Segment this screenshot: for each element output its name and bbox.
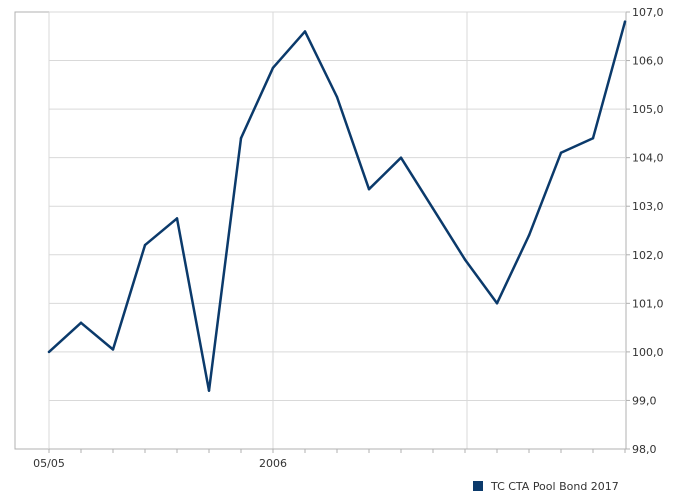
data-point: [559, 151, 563, 155]
data-point: [207, 389, 211, 392]
plot-frame: [14, 11, 627, 450]
y-tick-label: 100,0: [632, 346, 664, 359]
data-point: [335, 95, 339, 99]
data-point: [399, 156, 403, 159]
legend: TC CTA Pool Bond 2017: [473, 480, 619, 493]
data-point: [527, 234, 531, 237]
y-tick-labels: 98,0 99,0 100,0 101,0 102,0 103,0 104,0 105,0 10…: [632, 6, 664, 456]
y-tick-label: 104,0: [632, 152, 664, 165]
data-point: [303, 30, 307, 33]
axes: [48, 11, 630, 453]
y-tick-label: 103,0: [632, 200, 664, 213]
x-tick-labels: 05/05 2006: [33, 457, 287, 470]
x-tick-label: 05/05: [33, 457, 65, 470]
data-point: [271, 66, 275, 70]
data-point: [431, 207, 435, 210]
data-point: [143, 243, 147, 247]
data-point: [623, 20, 627, 23]
data-point: [239, 137, 243, 140]
y-tick-label: 106,0: [632, 55, 664, 68]
y-tick-label: 107,0: [632, 6, 664, 19]
data-point: [79, 321, 83, 324]
y-tick-label: 99,0: [632, 394, 657, 407]
data-point: [463, 258, 467, 261]
y-tick-label: 101,0: [632, 297, 664, 310]
y-tick-label: 98,0: [632, 443, 657, 456]
data-point: [367, 188, 371, 191]
data-point: [175, 217, 179, 220]
legend-label: TC CTA Pool Bond 2017: [490, 480, 619, 493]
x-tick-label: 2006: [259, 457, 287, 470]
y-tick-label: 102,0: [632, 249, 664, 262]
data-point: [591, 137, 595, 140]
grid-lines: [48, 11, 626, 450]
data-point: [111, 348, 115, 351]
data-point: [495, 302, 499, 305]
data-point: [47, 350, 51, 354]
series-group: [47, 20, 627, 392]
y-tick-label: 105,0: [632, 103, 664, 116]
legend-swatch: [473, 481, 483, 491]
